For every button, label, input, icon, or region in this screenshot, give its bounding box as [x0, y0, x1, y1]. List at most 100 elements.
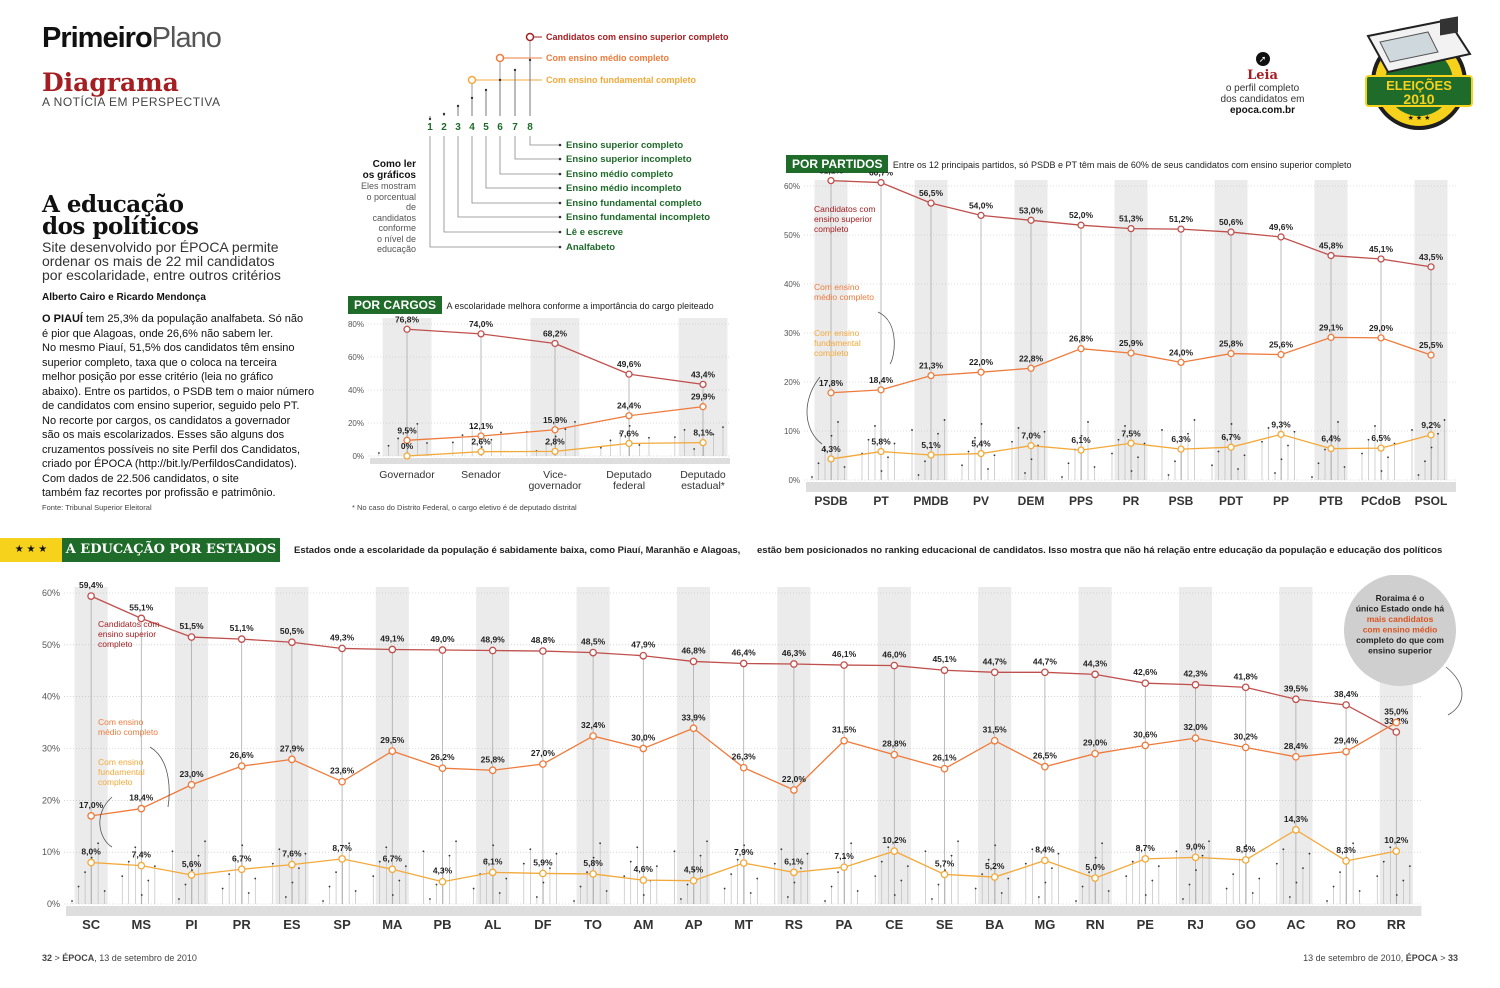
- data-label: 5,2%: [985, 861, 1005, 871]
- level-mini-dot: [937, 432, 939, 435]
- promo[interactable]: ➚ Leia o perfil completo dos candidatos …: [1205, 52, 1320, 116]
- promo-site-link[interactable]: epoca.com.br: [1229, 105, 1296, 116]
- data-point: [1377, 255, 1385, 263]
- legend-number: 6: [497, 122, 503, 133]
- data-point: [1292, 752, 1300, 761]
- level-mini-dot: [90, 856, 93, 859]
- data-point: [1091, 749, 1099, 758]
- data-point: [1191, 734, 1200, 742]
- magazine-left: ÉPOCA: [62, 953, 95, 963]
- level-mini-dot: [1130, 470, 1133, 472]
- howto-line: conforme: [378, 223, 416, 233]
- data-label: 48,8%: [531, 635, 556, 645]
- level-mini-dot: [522, 862, 525, 865]
- partidos-title: Entre os 12 principais partidos, só PSDB…: [892, 160, 1352, 170]
- level-mini-dot: [1224, 436, 1226, 439]
- data-point: [438, 646, 447, 654]
- x-category-label: AL: [484, 917, 501, 932]
- data-label: 60,7%: [869, 172, 894, 178]
- level-mini-dot: [564, 428, 567, 431]
- data-point: [1427, 431, 1435, 439]
- data-point: [87, 858, 95, 867]
- data-label: 29,5%: [380, 735, 405, 745]
- data-label: 29,0%: [1083, 738, 1108, 748]
- data-point: [539, 647, 547, 655]
- x-category-label: Deputado: [680, 469, 726, 481]
- data-label: 5,4%: [971, 439, 991, 449]
- x-category-label: SE: [936, 917, 954, 932]
- body-line: também faz recortes por profissão e patr…: [42, 487, 276, 499]
- level-mini-dot: [749, 892, 752, 894]
- footer-left: 32 > ÉPOCA, 13 de setembro de 2010: [42, 953, 197, 963]
- data-point: [699, 403, 707, 411]
- data-label: 6,1%: [1071, 435, 1091, 445]
- level-mini-dot: [743, 844, 746, 847]
- x-category-label: federal: [613, 480, 645, 492]
- data-label: 6,7%: [1221, 432, 1241, 442]
- data-label: 2,8%: [545, 436, 565, 446]
- data-label: 29,9%: [691, 392, 716, 402]
- data-point: [1141, 741, 1150, 750]
- level-mini-dot: [1161, 429, 1163, 431]
- legend-leader-dot: [558, 215, 562, 219]
- level-mini-dot: [994, 844, 997, 847]
- y-tick-label: 20%: [348, 419, 364, 428]
- ballot-box-icon: [1366, 16, 1472, 74]
- data-label: 17,0%: [79, 800, 104, 810]
- data-point: [551, 339, 559, 348]
- data-point: [438, 764, 447, 773]
- data-point: [87, 592, 95, 600]
- data-label: 18,4%: [129, 793, 154, 803]
- source-note: Fonte: Tribunal Superior Eleitoral: [42, 503, 152, 512]
- level-mini-dot: [880, 470, 883, 472]
- level-mini-dot: [1237, 468, 1239, 470]
- level-mini-dot: [974, 436, 976, 439]
- data-label: 29,1%: [1319, 322, 1344, 332]
- data-point: [1077, 221, 1085, 229]
- data-label: 42,3%: [1183, 669, 1208, 679]
- data-point: [990, 873, 999, 881]
- level-mini-dot: [1107, 890, 1110, 892]
- x-category-label: SP: [333, 917, 351, 932]
- x-category-label: PE: [1137, 917, 1155, 932]
- howto-title: Como ler os gráficos: [362, 159, 416, 181]
- level-mini-dot: [354, 890, 357, 892]
- callout-line: com ensino médio: [1363, 625, 1438, 635]
- badge-stars: ★ ★ ★: [1408, 114, 1431, 122]
- data-point: [1077, 345, 1085, 353]
- legend-leader: [429, 136, 560, 248]
- data-label: 42,6%: [1133, 667, 1158, 677]
- data-label: 5,8%: [583, 858, 603, 868]
- level-mini-dot: [500, 431, 502, 434]
- level-mini-dot: [957, 840, 959, 843]
- data-point: [477, 330, 485, 338]
- data-point: [1091, 874, 1099, 882]
- level-mini-dot: [1302, 867, 1304, 870]
- data-label: 5,7%: [935, 858, 955, 868]
- badge-line2: 2010: [1403, 91, 1434, 107]
- level-mini-dot: [1339, 871, 1341, 874]
- x-category-label: RS: [785, 917, 803, 932]
- x-category-label: PP: [1273, 494, 1289, 508]
- data-point: [551, 447, 559, 456]
- data-point: [488, 646, 497, 655]
- x-category-label: PSOL: [1415, 494, 1448, 508]
- level-mini-dot: [887, 456, 889, 459]
- level-mini-dot: [1374, 425, 1376, 427]
- data-point: [890, 661, 899, 670]
- x-category-label: RR: [1387, 917, 1406, 932]
- level-mini-dot: [348, 842, 351, 845]
- level-mini-dot: [712, 433, 715, 436]
- estados-title-1: Estados onde a escolaridade da população…: [294, 545, 741, 556]
- level-mini-dot: [171, 850, 174, 853]
- data-label: 32,4%: [581, 720, 606, 730]
- level-mini-dot: [1382, 860, 1385, 863]
- data-label: 32,0%: [1183, 722, 1208, 732]
- cargos-header: POR CARGOS A escolaridade melhora confor…: [348, 296, 714, 314]
- level-mini-dot: [1037, 896, 1040, 898]
- article-dek: Site desenvolvido por ÉPOCA permite orde…: [42, 240, 292, 282]
- data-label: 5,8%: [871, 437, 891, 447]
- data-label: 49,3%: [330, 632, 355, 642]
- level-mini-dot: [931, 898, 933, 900]
